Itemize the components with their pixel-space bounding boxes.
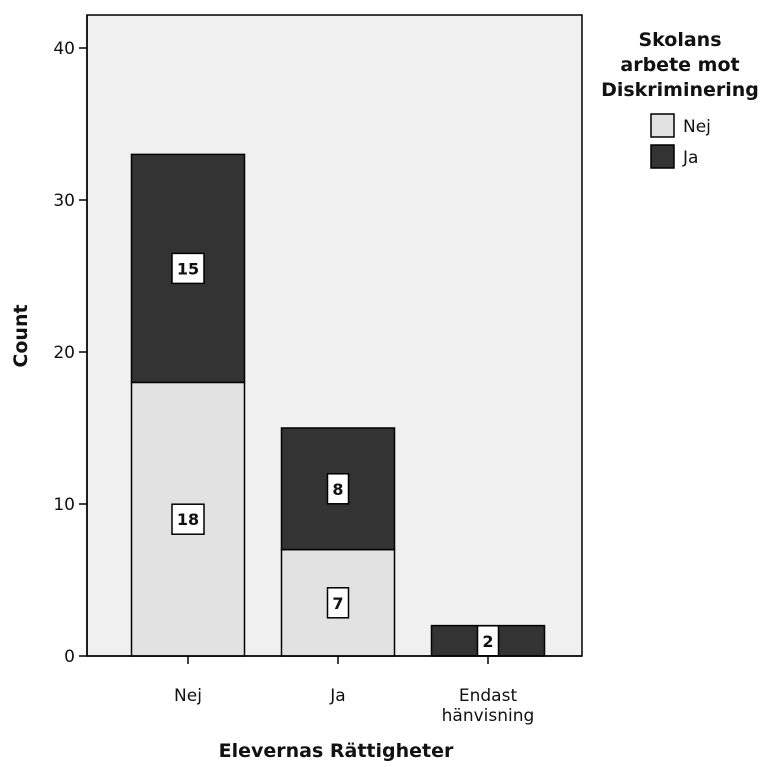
- y-tick-label: 40: [53, 39, 75, 59]
- y-tick-label: 30: [53, 191, 75, 211]
- data-label: 15: [177, 259, 199, 278]
- legend: Skolans arbete mot Diskriminering Nej Ja: [601, 29, 759, 169]
- data-label: 18: [177, 510, 199, 529]
- x-axis-title: Elevernas Rättigheter: [219, 740, 454, 762]
- legend-label: Nej: [683, 117, 711, 137]
- bar-segment: [280, 427, 396, 551]
- legend-title: Skolans: [638, 29, 721, 51]
- data-label-box: [171, 252, 205, 285]
- data-label-box: [326, 587, 350, 619]
- y-tick-label: 10: [53, 495, 75, 515]
- x-tick-label: hänvisning: [442, 706, 535, 726]
- x-tick-label: Nej: [174, 686, 202, 706]
- y-axis-title: Count: [10, 304, 32, 367]
- y-tick-label: 0: [64, 647, 75, 667]
- legend-swatch: [650, 144, 675, 169]
- x-tick-label: Ja: [329, 686, 345, 706]
- legend-title: arbete mot: [620, 54, 739, 76]
- x-tick-label: Endast: [459, 686, 518, 706]
- y-axis-ticks: 0 10 20 30 40: [53, 39, 87, 667]
- legend-swatch: [650, 113, 675, 138]
- y-tick-label: 20: [53, 343, 75, 363]
- data-label: 2: [482, 632, 493, 651]
- data-label-box: [171, 503, 205, 535]
- data-label: 7: [332, 594, 343, 613]
- data-label-box: [326, 473, 350, 505]
- legend-label: Ja: [682, 148, 698, 168]
- legend-title: Diskriminering: [601, 79, 759, 101]
- bars-layer: 18 15 7 8 2: [130, 153, 546, 657]
- data-label: 8: [332, 480, 343, 499]
